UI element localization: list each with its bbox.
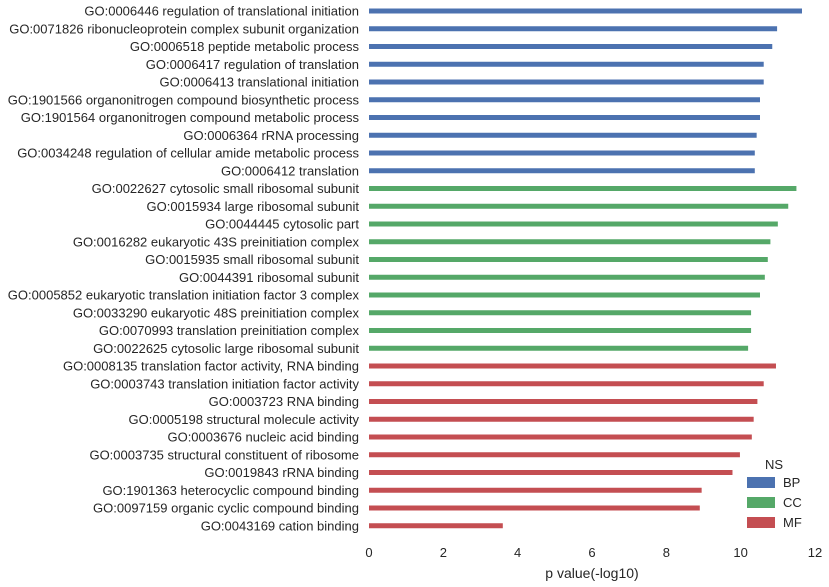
bar-mf <box>369 381 764 387</box>
category-label: GO:0022625 cytosolic large ribosomal sub… <box>93 341 359 356</box>
bar-cc <box>369 257 768 262</box>
x-tick-label: 2 <box>440 545 447 560</box>
bar-mf <box>369 487 702 493</box>
category-label: GO:0003735 structural constituent of rib… <box>89 447 359 462</box>
category-label: GO:0016282 eukaryotic 43S preinitiation … <box>73 234 360 249</box>
x-tick-label: 6 <box>588 545 595 560</box>
legend-label-cc: CC <box>783 495 802 510</box>
bar-mf <box>369 470 733 475</box>
category-label: GO:0006412 translation <box>221 163 359 178</box>
bar-mf <box>369 505 700 511</box>
category-label: GO:0005852 eukaryotic translation initia… <box>8 288 360 303</box>
bar-mf <box>369 434 752 440</box>
bar-cc <box>369 239 771 245</box>
bar-mf <box>369 452 740 458</box>
category-labels: GO:0006446 regulation of translational i… <box>8 4 360 534</box>
category-label: GO:0003723 RNA binding <box>209 394 359 409</box>
category-label: GO:0033290 eukaryotic 48S preinitiation … <box>73 305 360 320</box>
category-label: GO:0044445 cytosolic part <box>205 217 359 232</box>
category-label: GO:0005198 structural molecule activity <box>129 412 360 427</box>
bar-bp <box>369 168 755 174</box>
bar-bp <box>369 132 757 138</box>
bar-cc <box>369 203 789 209</box>
category-label: GO:0097159 organic cyclic compound bindi… <box>93 501 359 516</box>
category-label: GO:0071826 ribonucleoprotein complex sub… <box>9 21 359 36</box>
bars-layer <box>369 8 802 529</box>
category-label: GO:0019843 rRNA binding <box>204 465 359 480</box>
category-label: GO:1901566 organonitrogen compound biosy… <box>8 92 360 107</box>
bar-bp <box>369 150 755 156</box>
bar-cc <box>369 328 752 333</box>
x-axis-ticks: 0 2 4 6 8 10 12 <box>365 545 822 560</box>
category-label: GO:0022627 cytosolic small ribosomal sub… <box>92 181 360 196</box>
bar-bp <box>369 8 802 14</box>
bar-cc <box>369 186 797 191</box>
bar-bp <box>369 97 760 103</box>
category-label: GO:0044391 ribosomal subunit <box>179 270 359 285</box>
bar-bp <box>369 79 764 85</box>
category-label: GO:0034248 regulation of cellular amide … <box>17 146 359 161</box>
category-label: GO:0006518 peptide metabolic process <box>130 39 360 54</box>
category-label: GO:1901564 organonitrogen compound metab… <box>21 110 360 125</box>
x-axis-label: p value(-log10) <box>545 565 638 581</box>
category-label: GO:0070993 translation preinitiation com… <box>99 323 360 338</box>
bar-mf <box>369 523 503 529</box>
x-tick-label: 10 <box>733 545 747 560</box>
category-label: GO:0003743 translation initiation factor… <box>90 376 359 391</box>
bar-cc <box>369 292 760 298</box>
legend-swatch-bp <box>747 477 775 488</box>
x-tick-label: 4 <box>514 545 521 560</box>
x-tick-label: 12 <box>808 545 822 560</box>
bar-mf <box>369 416 754 422</box>
legend-label-bp: BP <box>783 475 800 490</box>
category-label: GO:0015934 large ribosomal subunit <box>147 199 360 214</box>
bar-bp <box>369 44 773 49</box>
bar-cc <box>369 310 752 316</box>
bar-mf <box>369 363 776 369</box>
bar-bp <box>369 61 764 67</box>
legend-swatch-mf <box>747 517 775 528</box>
category-label: GO:0006413 translational initiation <box>160 75 359 90</box>
category-label: GO:0006446 regulation of translational i… <box>84 4 359 19</box>
category-label: GO:0003676 nucleic acid binding <box>167 430 359 445</box>
bar-cc <box>369 274 765 280</box>
legend-swatch-cc <box>747 497 775 508</box>
category-label: GO:0008135 translation factor activity, … <box>63 359 359 374</box>
x-tick-label: 0 <box>365 545 372 560</box>
bar-bp <box>369 115 760 120</box>
category-label: GO:0006417 regulation of translation <box>146 57 359 72</box>
bar-bp <box>369 26 778 32</box>
x-tick-label: 8 <box>663 545 670 560</box>
legend-label-mf: MF <box>783 515 802 530</box>
bar-cc <box>369 345 749 351</box>
category-label: GO:0043169 cation binding <box>201 518 359 533</box>
bar-cc <box>369 221 778 227</box>
category-label: GO:0006364 rRNA processing <box>183 128 359 143</box>
category-label: GO:1901363 heterocyclic compound binding <box>102 483 359 498</box>
legend-title: NS <box>765 457 783 472</box>
bar-mf <box>369 399 758 404</box>
category-label: GO:0015935 small ribosomal subunit <box>145 252 359 267</box>
legend: NS BP CC MF <box>747 457 802 530</box>
